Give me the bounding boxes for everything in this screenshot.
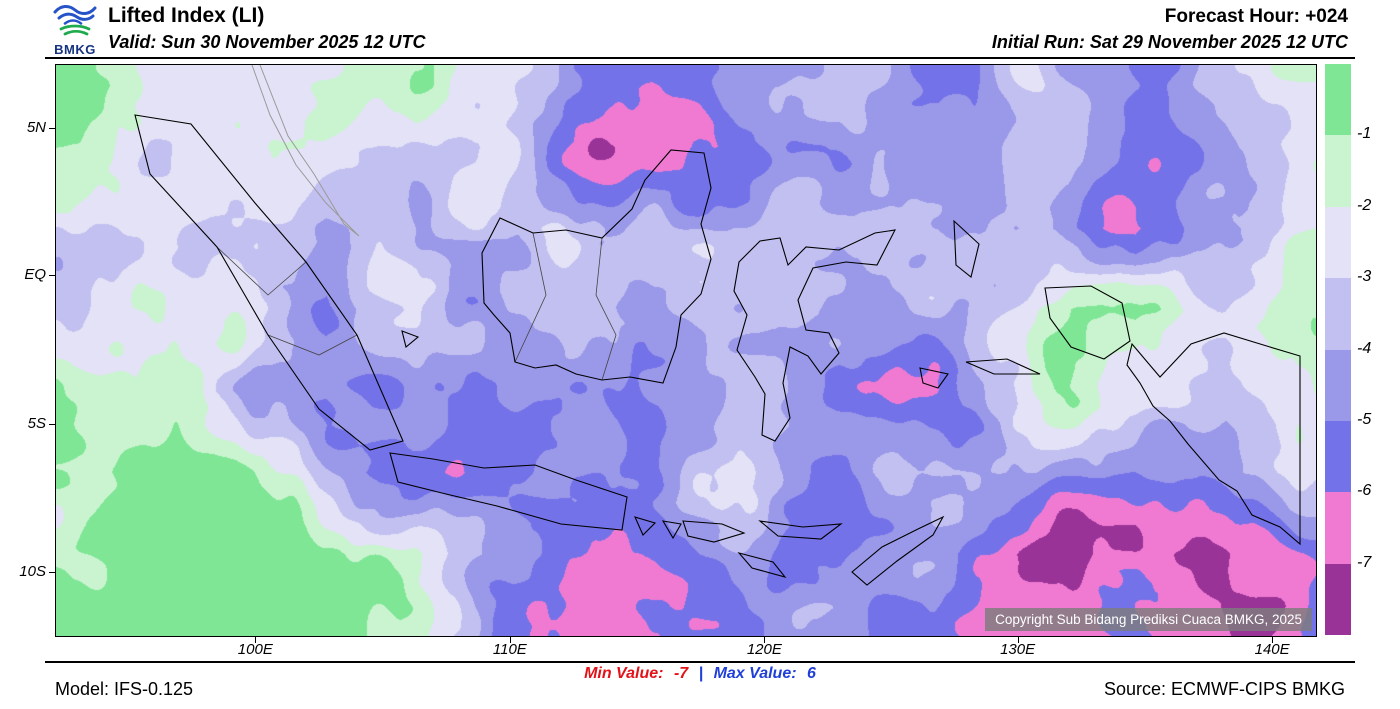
coastline (851, 515, 945, 586)
map-frame: Copyright Sub Bidang Prediksi Cuaca BMKG… (55, 64, 1317, 637)
coastline (481, 149, 712, 384)
coastline (965, 358, 1041, 375)
coastline (251, 65, 360, 237)
colorbar-segment (1325, 64, 1351, 136)
colorbar-tick-label: -3 (1357, 268, 1372, 286)
lon-tick-label: 110E (492, 641, 527, 658)
lat-tick-mark (49, 423, 55, 425)
lon-tick-mark (1017, 637, 1019, 643)
colorbar-tick-label: -5 (1357, 410, 1372, 428)
colorbar-segment (1325, 135, 1351, 207)
lon-tick-mark (764, 637, 766, 643)
colorbar-tick-label: -7 (1357, 553, 1372, 571)
coastline (389, 452, 628, 531)
map-canvas (56, 65, 1316, 636)
source-label: Source: ECMWF-CIPS BMKG (1103, 679, 1345, 699)
lat-tick-mark (49, 127, 55, 129)
colorbar-segment (1325, 563, 1351, 635)
coastline (682, 520, 746, 543)
lon-tick-label: 130E (1000, 641, 1036, 658)
footer-divider (45, 661, 1355, 663)
colorbar-labels: -1 -2 -3 -4 -5 -6 -7 (1357, 64, 1393, 635)
colorbar (1325, 64, 1351, 635)
coastline (758, 520, 843, 540)
colorbar-tick-label: -1 (1357, 125, 1372, 143)
bmkg-logo: BMKG (50, 3, 100, 57)
model-label: Model: IFS-0.125 (55, 679, 194, 699)
coastline (267, 334, 358, 356)
initial-run: Initial Run: Sat 29 November 2025 12 UTC (991, 32, 1348, 52)
coastline (634, 516, 657, 536)
colorbar-segment (1325, 492, 1351, 564)
colorbar-tick-label: -6 (1357, 482, 1372, 500)
lon-tick-mark (255, 637, 257, 643)
lat-tick-mark (49, 571, 55, 573)
minmax-line: Min Value: -7 | Max Value: 6 (0, 665, 1400, 683)
forecast-hour: Forecast Hour: +024 (1164, 6, 1348, 27)
coastline (1044, 285, 1131, 360)
page-title: Lifted Index (LI) (108, 4, 265, 27)
max-value: 6 (807, 665, 816, 682)
header-left: BMKG Lifted Index (LI) Valid: Sun 30 Nov… (50, 3, 425, 57)
colorbar-tick-label: -2 (1357, 196, 1372, 214)
header-right: Forecast Hour: +024 Initial Run: Sat 29 … (992, 5, 1348, 53)
coastline (953, 219, 980, 278)
lon-tick-label: 100E (237, 641, 273, 658)
lat-tick-label: 5N (26, 118, 46, 136)
colorbar-segment (1325, 420, 1351, 493)
colorbar-tick-label: -4 (1357, 339, 1372, 357)
coastline (661, 520, 682, 540)
header-titles: Lifted Index (LI) Valid: Sun 30 November… (108, 3, 425, 53)
coastline (216, 246, 307, 296)
coastline (733, 229, 896, 442)
copyright-badge: Copyright Sub Bidang Prediksi Cuaca BMKG… (985, 608, 1312, 631)
min-value: -7 (673, 665, 689, 682)
lat-tick-mark (49, 275, 55, 277)
coastlines-overlay (134, 65, 1301, 586)
lon-tick-label: 140E (1254, 641, 1290, 658)
coastline (514, 232, 547, 363)
coastline (401, 330, 420, 348)
minmax-separator: | (698, 665, 704, 682)
lon-tick-mark (509, 637, 511, 643)
coastline (1126, 332, 1301, 546)
lat-tick-label: 5S (27, 414, 46, 432)
coastline (919, 367, 949, 389)
lon-tick-label: 120E (746, 641, 782, 658)
bmkg-logo-icon (53, 5, 97, 36)
header-divider (45, 57, 1355, 59)
lat-tick-label: 10S (19, 562, 46, 580)
coastline (134, 114, 404, 451)
colorbar-segment (1325, 206, 1351, 279)
lat-tick-label: EQ (24, 266, 46, 284)
min-value-label: Min Value: (584, 665, 664, 682)
colorbar-segment (1325, 278, 1351, 350)
coastline (737, 552, 787, 578)
colorbar-segment (1325, 349, 1351, 421)
bmkg-logo-text: BMKG (54, 42, 96, 57)
max-value-label: Max Value: (713, 665, 797, 682)
valid-datetime: Valid: Sun 30 November 2025 12 UTC (108, 32, 426, 52)
coastline (595, 237, 617, 381)
lon-tick-mark (1272, 637, 1274, 643)
